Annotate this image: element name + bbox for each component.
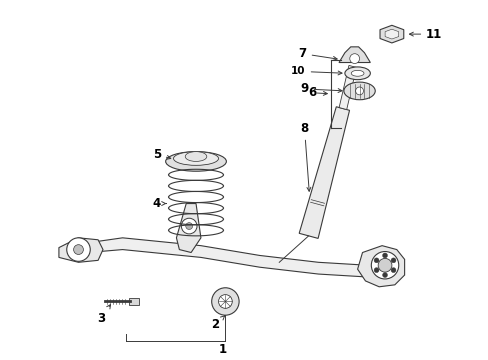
Polygon shape	[299, 107, 349, 238]
Text: 5: 5	[152, 148, 170, 161]
Circle shape	[382, 273, 386, 278]
Circle shape	[355, 87, 363, 95]
Polygon shape	[385, 29, 398, 39]
Text: 3: 3	[97, 305, 110, 325]
Text: 10: 10	[291, 66, 341, 76]
Circle shape	[390, 268, 395, 273]
Polygon shape	[88, 238, 366, 277]
Polygon shape	[338, 47, 369, 63]
Ellipse shape	[344, 67, 369, 80]
Polygon shape	[176, 203, 201, 252]
Text: 7: 7	[298, 47, 336, 60]
Circle shape	[370, 252, 398, 279]
Ellipse shape	[165, 152, 226, 171]
Circle shape	[67, 238, 90, 261]
Polygon shape	[357, 246, 404, 287]
Circle shape	[373, 258, 378, 263]
Circle shape	[377, 258, 391, 272]
Polygon shape	[379, 25, 403, 43]
Circle shape	[185, 222, 192, 229]
Text: 9: 9	[300, 82, 341, 95]
Text: 11: 11	[408, 28, 442, 41]
Text: 8: 8	[300, 122, 310, 191]
Ellipse shape	[343, 82, 374, 100]
Polygon shape	[59, 238, 103, 262]
Text: 1: 1	[218, 343, 226, 356]
Circle shape	[349, 54, 359, 63]
Circle shape	[218, 294, 232, 308]
Text: 4: 4	[152, 197, 166, 210]
Circle shape	[373, 268, 378, 273]
Circle shape	[181, 218, 197, 234]
Ellipse shape	[173, 152, 218, 165]
Circle shape	[390, 258, 395, 263]
Ellipse shape	[350, 70, 363, 76]
Ellipse shape	[185, 152, 206, 161]
Text: 6: 6	[307, 86, 316, 99]
Text: 2: 2	[211, 316, 224, 330]
Circle shape	[74, 245, 83, 255]
Polygon shape	[339, 66, 356, 109]
Circle shape	[211, 288, 239, 315]
Circle shape	[382, 253, 386, 258]
FancyBboxPatch shape	[129, 298, 139, 305]
